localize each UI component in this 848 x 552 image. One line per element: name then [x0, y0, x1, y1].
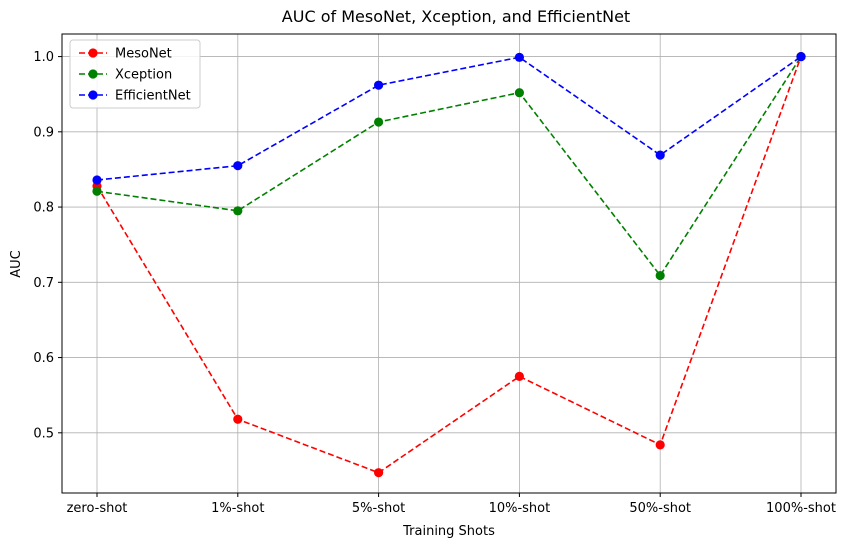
- mesonet-point: [374, 468, 384, 478]
- xception-point: [233, 206, 243, 216]
- y-tick-label: 0.6: [33, 351, 54, 366]
- xception-point: [374, 117, 384, 127]
- y-tick-label: 1.0: [33, 50, 54, 65]
- efficientnet-point: [374, 80, 384, 90]
- legend-label-xception: Xception: [115, 68, 172, 83]
- efficientnet-line: [96, 55, 802, 181]
- legend-label-efficientnet: EfficientNet: [115, 89, 191, 104]
- legend-marker-mesonet: [88, 48, 98, 58]
- mesonet-point: [655, 440, 665, 450]
- y-tick-label: 0.9: [33, 125, 54, 140]
- xception-point: [514, 88, 525, 98]
- xception-point: [655, 270, 665, 281]
- y-axis-title: AUC: [9, 250, 24, 278]
- x-axis-title: Training Shots: [402, 524, 495, 539]
- y-tick-label: 0.8: [33, 201, 54, 216]
- legend-label-mesonet: MesoNet: [115, 47, 172, 62]
- mesonet-point: [233, 414, 243, 424]
- chart-title: AUC of MesoNet, Xception, and EfficientN…: [282, 7, 630, 26]
- series-mesonet: [92, 51, 806, 478]
- efficientnet-point: [655, 150, 665, 160]
- y-tick-label: 0.5: [33, 426, 54, 441]
- x-tick-label: 5%-shot: [352, 501, 405, 516]
- series-layer: [92, 51, 806, 478]
- legend-marker-efficientnet: [88, 90, 98, 100]
- xception-line: [96, 56, 802, 277]
- x-tick-label: 100%-shot: [766, 501, 836, 516]
- mesonet-point: [514, 371, 525, 381]
- efficientnet-point: [796, 51, 806, 62]
- legend: MesoNet Xception EfficientNet: [69, 39, 201, 109]
- x-tick-label: 50%-shot: [629, 501, 691, 516]
- efficientnet-point: [92, 175, 102, 185]
- efficientnet-point: [514, 52, 525, 62]
- efficientnet-point: [233, 161, 243, 171]
- legend-marker-xception: [88, 69, 98, 79]
- series-efficientnet: [92, 51, 806, 185]
- legend-box: [69, 39, 201, 109]
- x-tick-label: zero-shot: [67, 501, 128, 516]
- x-tick-label: 10%-shot: [489, 501, 551, 516]
- mesonet-line: [96, 56, 802, 474]
- xception-point: [92, 186, 102, 196]
- y-tick-label: 0.7: [33, 276, 54, 291]
- x-tick-label: 1%-shot: [211, 501, 264, 516]
- plot-frame: [61, 33, 837, 494]
- axis-ticks: zero-shot 1%-shot 5%-shot 10%-shot 50%-shot 1…: [33, 50, 836, 516]
